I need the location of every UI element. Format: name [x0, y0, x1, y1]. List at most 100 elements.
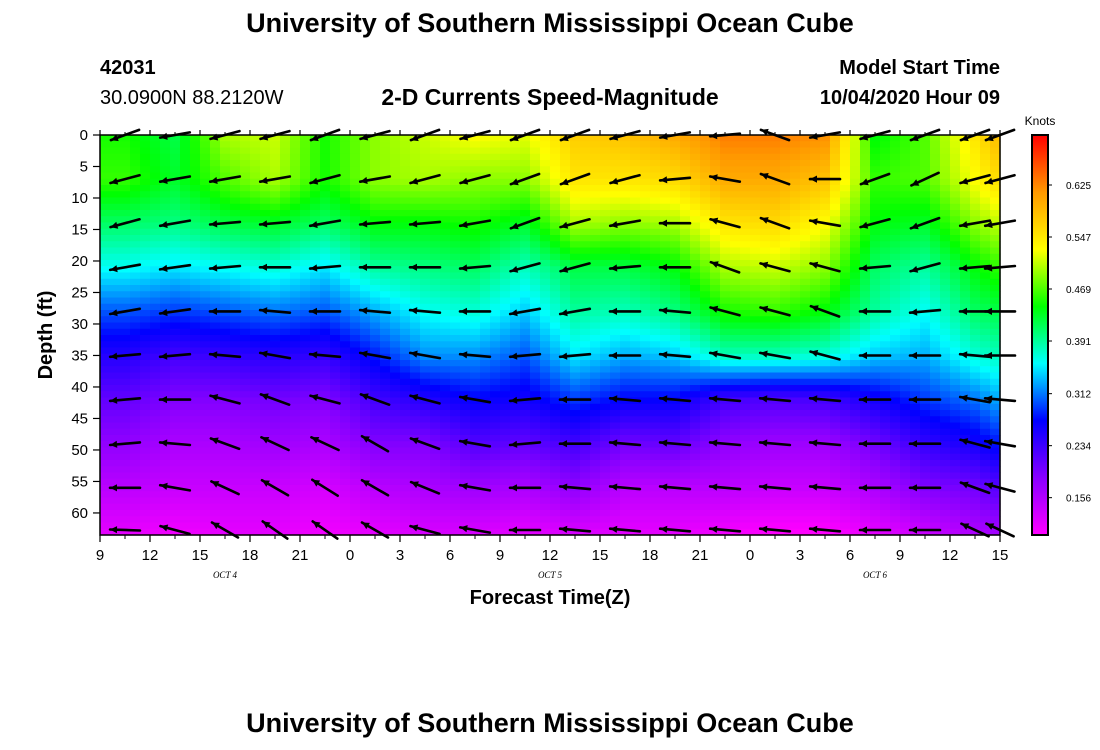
heatmap-cell: [280, 335, 291, 342]
heatmap-cell: [770, 216, 781, 224]
heatmap-cell: [410, 347, 421, 355]
heatmap-cell: [500, 235, 511, 242]
heatmap-cell: [140, 328, 151, 336]
heatmap-cell: [350, 372, 361, 380]
heatmap-cell: [360, 341, 371, 349]
heatmap-cell: [790, 160, 801, 167]
heatmap-cell: [730, 166, 741, 174]
heatmap-cell: [380, 222, 391, 230]
heatmap-cell: [860, 435, 871, 442]
heatmap-cell: [770, 278, 781, 286]
heatmap-cell: [620, 310, 631, 317]
heatmap-cell: [580, 153, 591, 161]
heatmap-cell: [420, 347, 431, 355]
heatmap-cell: [330, 166, 341, 174]
heatmap-cell: [460, 422, 471, 430]
heatmap-cell: [300, 272, 311, 280]
heatmap-cell: [320, 428, 331, 436]
heatmap-cell: [830, 491, 841, 499]
heatmap-cell: [590, 328, 601, 336]
heatmap-cell: [570, 503, 581, 511]
heatmap-cell: [100, 391, 111, 399]
heatmap-cell: [400, 310, 411, 317]
heatmap-cell: [390, 260, 401, 267]
heatmap-cell: [440, 472, 451, 480]
heatmap-cell: [420, 416, 431, 424]
heatmap-cell: [450, 310, 461, 317]
heatmap-cell: [440, 341, 451, 349]
heatmap-cell: [200, 278, 211, 286]
heatmap-cell: [530, 228, 541, 236]
heatmap-cell: [280, 216, 291, 224]
heatmap-cell: [760, 353, 771, 361]
heatmap-cell: [150, 403, 161, 411]
heatmap-cell: [550, 416, 561, 424]
heatmap-cell: [320, 472, 331, 480]
heatmap-cell: [290, 235, 301, 242]
heatmap-cell: [360, 385, 371, 392]
heatmap-cell: [450, 385, 461, 392]
heatmap-cell: [640, 272, 651, 280]
heatmap-cell: [240, 328, 251, 336]
heatmap-cell: [680, 460, 691, 467]
heatmap-cell: [500, 241, 511, 249]
heatmap-cell: [500, 441, 511, 449]
heatmap-cell: [840, 516, 851, 524]
heatmap-cell: [430, 428, 441, 436]
heatmap-cell: [870, 335, 881, 342]
heatmap-cell: [490, 253, 501, 261]
heatmap-cell: [180, 478, 191, 486]
heatmap-cell: [170, 303, 181, 311]
heatmap-cell: [380, 466, 391, 474]
heatmap-cell: [570, 497, 581, 505]
heatmap-cell: [300, 422, 311, 430]
heatmap-cell: [350, 497, 361, 505]
heatmap-cell: [670, 291, 681, 299]
heatmap-cell: [250, 197, 261, 205]
heatmap-cell: [550, 360, 561, 367]
heatmap-cell: [440, 322, 451, 330]
heatmap-cell: [560, 147, 571, 155]
heatmap-cell: [640, 335, 651, 342]
heatmap-cell: [160, 316, 171, 324]
heatmap-cell: [710, 147, 721, 155]
heatmap-cell: [780, 322, 791, 330]
heatmap-cell: [750, 460, 761, 467]
heatmap-cell: [410, 366, 421, 374]
heatmap-cell: [860, 341, 871, 349]
heatmap-cell: [120, 466, 131, 474]
heatmap-cell: [480, 460, 491, 467]
heatmap-cell: [690, 516, 701, 524]
heatmap-cell: [520, 428, 531, 436]
heatmap-cell: [310, 497, 321, 505]
heatmap-cell: [410, 397, 421, 405]
heatmap-cell: [630, 310, 641, 317]
heatmap-cell: [300, 453, 311, 461]
heatmap-cell: [760, 453, 771, 461]
heatmap-cell: [250, 172, 261, 180]
heatmap-cell: [690, 247, 701, 255]
heatmap-cell: [690, 447, 701, 455]
heatmap-cell: [180, 522, 191, 530]
heatmap-cell: [350, 278, 361, 286]
heatmap-cell: [140, 485, 151, 492]
heatmap-cell: [260, 303, 271, 311]
heatmap-cell: [470, 316, 481, 324]
heatmap-cell: [160, 191, 171, 199]
heatmap-cell: [820, 247, 831, 255]
heatmap-cell: [710, 522, 721, 530]
heatmap-cell: [290, 391, 301, 399]
heatmap-cell: [710, 185, 721, 192]
heatmap-cell: [660, 453, 671, 461]
heatmap-cell: [150, 485, 161, 492]
heatmap-cell: [490, 410, 501, 417]
heatmap-cell: [460, 372, 471, 380]
heatmap-cell: [710, 160, 721, 167]
heatmap-cell: [590, 172, 601, 180]
heatmap-cell: [180, 328, 191, 336]
heatmap-cell: [680, 228, 691, 236]
heatmap-cell: [520, 285, 531, 292]
heatmap-cell: [250, 228, 261, 236]
heatmap-cell: [530, 428, 541, 436]
